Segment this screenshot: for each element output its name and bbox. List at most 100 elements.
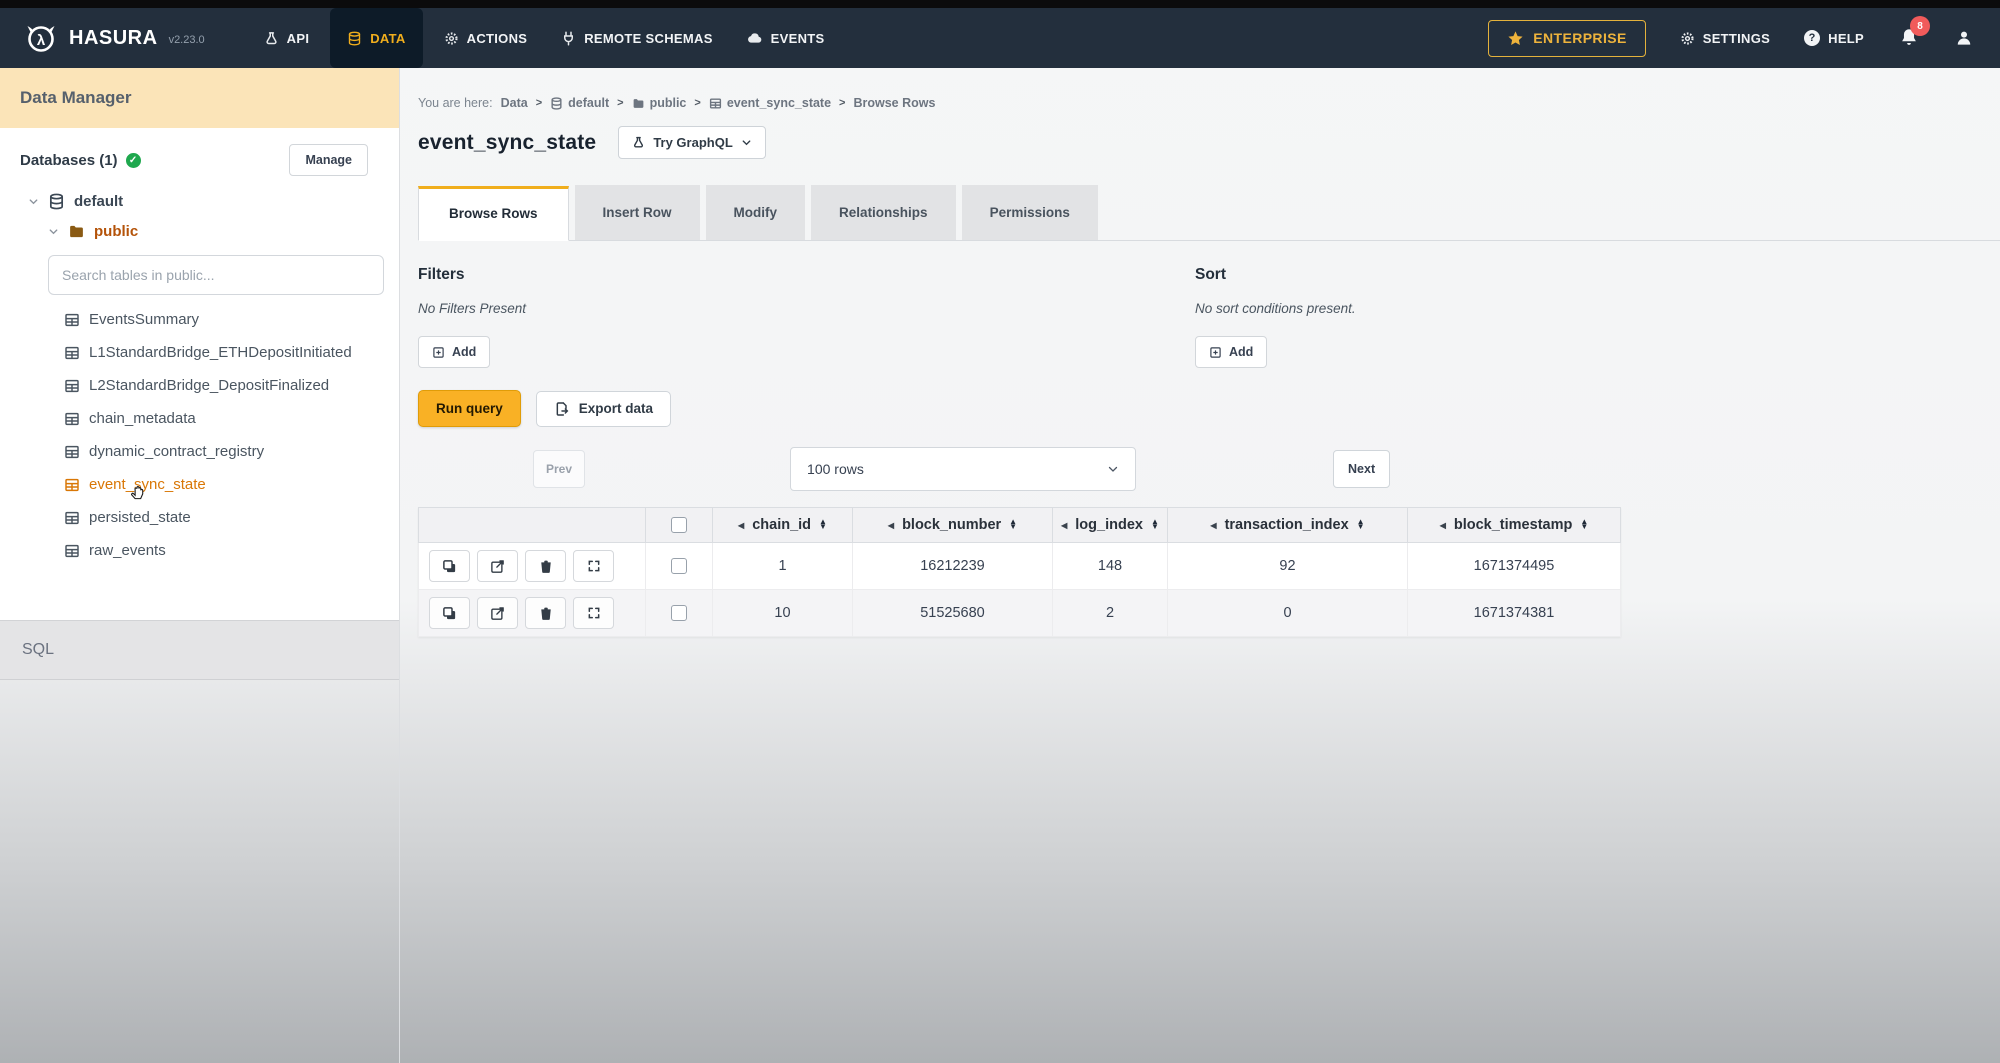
- column-header-block-timestamp[interactable]: ◀ block_timestamp ▲ ▼: [1407, 506, 1621, 544]
- filters-section: Filters No Filters Present Add: [418, 266, 1195, 368]
- table-list-item[interactable]: chain_metadata: [20, 402, 386, 435]
- top-navbar: λ HASURA v2.23.0 API DATA: [0, 8, 2000, 68]
- breadcrumb-prefix: You are here:: [418, 96, 493, 110]
- tab-insert-row[interactable]: Insert Row: [574, 185, 700, 240]
- sidebar-item-sql[interactable]: SQL: [0, 620, 400, 680]
- breadcrumb-item-browse-rows: Browse Rows: [853, 96, 936, 110]
- table-list-item[interactable]: L1StandardBridge_ETHDepositInitiated: [20, 336, 386, 369]
- tab-browse-rows[interactable]: Browse Rows: [418, 186, 569, 241]
- expand-row-button[interactable]: [573, 550, 614, 583]
- select-all-checkbox[interactable]: [671, 517, 687, 534]
- chevron-down-icon: [1107, 463, 1119, 475]
- tree-node-public-schema[interactable]: public: [20, 223, 386, 240]
- help-button[interactable]: ? HELP: [1804, 30, 1864, 46]
- collapse-column-icon[interactable]: ◀: [738, 520, 745, 530]
- column-header-block-number[interactable]: ◀ block_number ▲ ▼: [852, 506, 1053, 544]
- tab-relationships[interactable]: Relationships: [811, 185, 956, 240]
- table-row: 1 16212239 148 92 1671374495: [418, 542, 1621, 591]
- tab-modify[interactable]: Modify: [705, 185, 806, 240]
- export-data-button[interactable]: Export data: [535, 390, 672, 427]
- row-checkbox[interactable]: [671, 605, 687, 622]
- nav-item-api[interactable]: API: [247, 8, 327, 68]
- chevron-down-icon[interactable]: [48, 226, 59, 237]
- star-icon: [1507, 30, 1524, 47]
- table-list-item[interactable]: dynamic_contract_registry: [20, 435, 386, 468]
- nav-item-data[interactable]: DATA: [330, 8, 423, 68]
- breadcrumb-item-data[interactable]: Data: [500, 96, 528, 110]
- cell-block-number: 51525680: [852, 589, 1053, 638]
- add-sort-label: Add: [1229, 345, 1254, 359]
- filters-empty-text: No Filters Present: [418, 301, 527, 316]
- enterprise-label: ENTERPRISE: [1533, 30, 1627, 46]
- table-list: EventsSummary L1StandardBridge_ETHDeposi…: [20, 303, 386, 567]
- sort-icon[interactable]: ▲ ▼: [1356, 517, 1365, 532]
- sort-icon[interactable]: ▲ ▼: [1150, 517, 1159, 532]
- edit-row-button[interactable]: [477, 550, 518, 583]
- table-tabs: Browse Rows Insert Row Modify Relationsh…: [418, 185, 2000, 241]
- add-filter-button[interactable]: Add: [418, 336, 491, 368]
- table-list-item[interactable]: EventsSummary: [20, 303, 386, 336]
- run-query-button[interactable]: Run query: [418, 390, 521, 427]
- gear-icon: [1680, 31, 1695, 46]
- breadcrumb-item-public[interactable]: public: [632, 96, 686, 110]
- cell-block-timestamp: 1671374495: [1407, 542, 1621, 591]
- collapse-column-icon[interactable]: ◀: [1439, 520, 1446, 530]
- chevron-right-icon: >: [694, 97, 701, 109]
- manage-button[interactable]: Manage: [289, 144, 368, 176]
- tab-permissions[interactable]: Permissions: [961, 185, 1098, 240]
- filters-heading: Filters: [418, 266, 465, 283]
- table-list-item[interactable]: persisted_state: [20, 501, 386, 534]
- page-title: event_sync_state: [418, 130, 597, 154]
- rows-per-page-select[interactable]: 100 rows: [790, 447, 1137, 491]
- database-icon: [48, 193, 65, 210]
- sort-icon[interactable]: ▲ ▼: [1009, 517, 1018, 532]
- delete-row-button[interactable]: [525, 597, 566, 630]
- window-top-strip: [0, 0, 2000, 8]
- hasura-logo[interactable]: λ HASURA v2.23.0: [0, 19, 219, 57]
- rows-select-value: 100 rows: [807, 461, 864, 477]
- collapse-column-icon[interactable]: ◀: [887, 520, 895, 530]
- data-sidebar: Data Manager Databases (1) ✓ Manage defa…: [0, 68, 400, 1063]
- sidebar-title: Data Manager: [0, 68, 400, 128]
- clone-row-button[interactable]: [429, 597, 470, 630]
- settings-button[interactable]: SETTINGS: [1680, 31, 1770, 46]
- delete-row-button[interactable]: [525, 550, 566, 583]
- column-header-chain-id[interactable]: ◀ chain_id ▲ ▼: [712, 506, 853, 544]
- table-list-item[interactable]: raw_events: [20, 534, 386, 567]
- search-tables-input[interactable]: [48, 255, 384, 295]
- tree-node-default-db[interactable]: default: [20, 193, 386, 210]
- column-header-log-index[interactable]: ◀ log_index ▲ ▼: [1052, 506, 1168, 544]
- sort-icon[interactable]: ▲ ▼: [1580, 517, 1589, 532]
- chevron-down-icon[interactable]: [28, 196, 39, 207]
- user-menu-button[interactable]: [1954, 28, 1974, 48]
- collapse-column-icon[interactable]: ◀: [1210, 520, 1217, 530]
- add-sort-button[interactable]: Add: [1195, 336, 1268, 368]
- sort-empty-text: No sort conditions present.: [1195, 301, 1356, 316]
- collapse-column-icon[interactable]: ◀: [1061, 520, 1068, 530]
- folder-icon: [68, 223, 85, 240]
- expand-row-button[interactable]: [573, 597, 614, 630]
- table-list-item[interactable]: L2StandardBridge_DepositFinalized: [20, 369, 386, 402]
- clone-row-button[interactable]: [429, 550, 470, 583]
- cell-chain-id: 1: [712, 542, 853, 591]
- table-icon: [64, 543, 80, 559]
- edit-row-button[interactable]: [477, 597, 518, 630]
- row-checkbox[interactable]: [671, 558, 687, 575]
- breadcrumb-item-default[interactable]: default: [550, 96, 609, 110]
- next-page-button[interactable]: Next: [1333, 450, 1391, 488]
- flask-icon: [632, 136, 645, 149]
- table-icon: [64, 444, 80, 460]
- breadcrumb-item-table[interactable]: event_sync_state: [709, 96, 831, 110]
- nav-item-label: REMOTE SCHEMAS: [584, 30, 713, 46]
- nav-item-remote-schemas[interactable]: REMOTE SCHEMAS: [544, 8, 729, 68]
- prev-page-button[interactable]: Prev: [533, 450, 586, 488]
- try-graphql-button[interactable]: Try GraphQL: [618, 126, 766, 159]
- table-list-item-selected[interactable]: event_sync_state: [20, 468, 386, 501]
- nav-item-actions[interactable]: ACTIONS: [427, 8, 545, 68]
- nav-item-events[interactable]: EVENTS: [730, 8, 842, 68]
- sort-icon[interactable]: ▲ ▼: [819, 517, 827, 532]
- notifications-button[interactable]: 8: [1898, 16, 1930, 49]
- brand-name: HASURA: [69, 26, 158, 49]
- enterprise-button[interactable]: ENTERPRISE: [1488, 19, 1646, 57]
- column-header-transaction-index[interactable]: ◀ transaction_index ▲ ▼: [1167, 506, 1408, 544]
